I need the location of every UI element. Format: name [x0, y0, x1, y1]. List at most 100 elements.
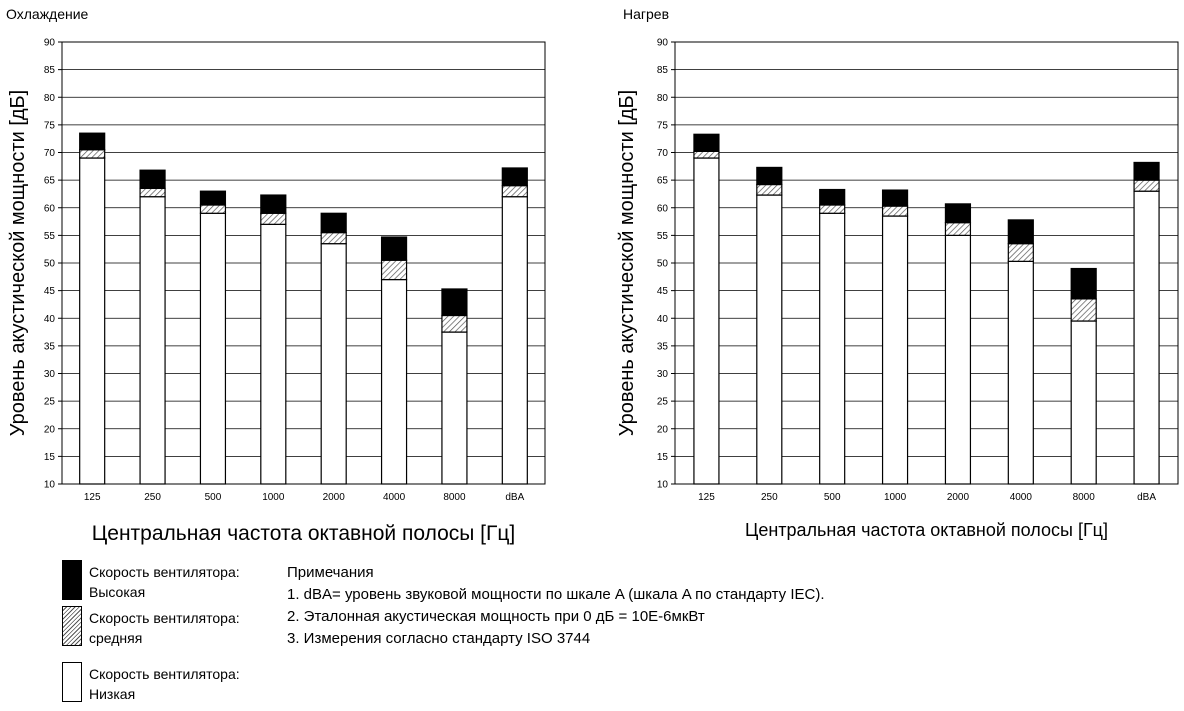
legend-low-line1: Скорость вентилятора: — [89, 666, 240, 682]
cooling-x-tick-label: 500 — [205, 492, 222, 503]
cooling-x-tick-label: 4000 — [383, 492, 406, 503]
cooling-chart: 10 15 20 25 30 35 40 45 50 55 60 65 70 75 80 85 90 125 250… — [7, 38, 546, 545]
legend-high-line1: Скорость вентилятора: — [89, 564, 240, 580]
heating-bar-medium — [944, 222, 972, 236]
cooling-bar-medium — [260, 212, 287, 225]
cooling-bar-low — [199, 212, 227, 485]
heating-x-tick-label: 8000 — [1073, 492, 1096, 503]
heating-bar-high — [881, 189, 909, 207]
heating-y-tick-label: 75 — [657, 120, 669, 131]
legend-medium-swatch — [62, 606, 82, 646]
heating-bar-medium — [819, 204, 846, 214]
cooling-x-axis-label: Центральная частота октавной полосы [Гц] — [92, 522, 516, 545]
heating-y-tick-label: 90 — [657, 38, 669, 49]
heating-bar-low — [819, 212, 846, 485]
legend-low-swatch — [62, 662, 82, 702]
cooling-x-tick-label: 250 — [144, 492, 161, 503]
cooling-x-tick-label: 2000 — [323, 492, 346, 503]
cooling-bar-low — [79, 157, 106, 485]
heating-bar-medium — [1007, 243, 1034, 262]
cooling-bar-high — [199, 190, 227, 206]
cooling-bar-high — [139, 169, 166, 190]
cooling-bar-medium — [139, 187, 166, 198]
cooling-y-tick-label: 55 — [44, 231, 56, 242]
cooling-y-tick-label: 10 — [44, 480, 56, 491]
cooling-bar-low — [260, 223, 287, 485]
heating-y-tick-label: 50 — [657, 259, 669, 270]
heating-bar-high — [1007, 219, 1034, 245]
heating-bar-high — [1133, 161, 1160, 181]
heating-y-tick-label: 40 — [657, 314, 669, 325]
heating-x-tick-label: dBA — [1137, 492, 1156, 503]
cooling-bar-low — [380, 278, 408, 485]
cooling-bar-high — [260, 194, 287, 214]
heating-y-tick-label: 30 — [657, 369, 669, 380]
cooling-y-tick-label: 15 — [44, 452, 56, 463]
heating-bar-medium — [1070, 298, 1097, 322]
cooling-bar-low — [320, 243, 347, 485]
heating-y-tick-label: 55 — [657, 231, 669, 242]
cooling-bar-medium — [320, 232, 347, 245]
heating-bar-medium — [693, 150, 720, 159]
cooling-y-axis-label: Уровень акустической мощности [дБ] — [7, 90, 29, 436]
heating-bar-low — [881, 215, 909, 485]
note-item-2: 2. Эталонная акустическая мощность при 0… — [287, 608, 705, 625]
heating-bar-high — [819, 188, 846, 206]
charts-canvas: 10 15 20 25 30 35 40 45 50 55 60 65 70 75 80 85 90 125 250… — [7, 38, 1179, 545]
cooling-bar-low — [139, 196, 166, 485]
heating-x-tick-label: 4000 — [1010, 492, 1033, 503]
cooling-bar-high — [380, 236, 408, 261]
cooling-bar-high — [441, 288, 468, 317]
heating-y-axis-label: Уровень акустической мощности [дБ] — [616, 90, 638, 436]
note-item-3: 3. Измерения согласно стандарту ISO 3744 — [287, 630, 591, 647]
legend-high-swatch — [62, 560, 82, 600]
cooling-x-tick-label: 8000 — [443, 492, 466, 503]
heating-bar-low — [1007, 260, 1034, 485]
legend-medium-line1: Скорость вентилятора: — [89, 610, 240, 626]
cooling-y-tick-label: 85 — [44, 65, 56, 76]
heating-y-tick-label: 60 — [657, 203, 669, 214]
heating-bar-high — [756, 166, 783, 186]
heating-y-tick-label: 35 — [657, 341, 669, 352]
cooling-x-tick-label: dBA — [505, 492, 524, 503]
note-item-1: 1. dBA= уровень звуковой мощности по шка… — [287, 586, 825, 603]
heating-bar-low — [1133, 190, 1160, 485]
heating-bar-high — [693, 133, 720, 152]
cooling-x-tick-label: 125 — [84, 492, 101, 503]
heating-bar-low — [944, 234, 972, 485]
cooling-bar-medium — [380, 259, 408, 281]
cooling-y-tick-label: 20 — [44, 424, 56, 435]
cooling-bar-high — [501, 167, 528, 187]
heating-bar-medium — [756, 183, 783, 196]
cooling-bar-medium — [199, 204, 227, 214]
heating-x-axis-label: Центральная частота октавной полосы [Гц] — [745, 520, 1108, 540]
heating-y-tick-label: 10 — [657, 480, 669, 491]
heating-bar-high — [1070, 267, 1097, 300]
heating-x-tick-label: 125 — [698, 492, 715, 503]
heating-y-tick-label: 80 — [657, 93, 669, 104]
heating-bar-medium — [1133, 179, 1160, 192]
heating-bar-high — [944, 203, 972, 224]
heating-x-tick-label: 1000 — [884, 492, 907, 503]
cooling-y-tick-label: 90 — [44, 38, 56, 49]
cooling-y-tick-label: 80 — [44, 93, 56, 104]
heating-y-tick-label: 70 — [657, 148, 669, 159]
cooling-y-tick-label: 75 — [44, 120, 56, 131]
cooling-bar-high — [320, 212, 347, 234]
chart-title-heating: Нагрев — [623, 6, 670, 22]
heating-x-tick-label: 2000 — [947, 492, 970, 503]
heating-bar-low — [756, 194, 783, 485]
heating-y-tick-label: 65 — [657, 176, 669, 187]
notes: Примечания 1. dBA= уровень звуковой мощн… — [287, 562, 825, 650]
heating-y-tick-label: 15 — [657, 452, 669, 463]
cooling-y-tick-label: 45 — [44, 286, 56, 297]
cooling-y-tick-label: 25 — [44, 397, 56, 408]
heating-y-tick-label: 20 — [657, 424, 669, 435]
cooling-bar-medium — [79, 149, 106, 159]
heating-y-tick-label: 45 — [657, 286, 669, 297]
chart-title-cooling: Охлаждение — [6, 6, 89, 22]
heating-chart: 10 15 20 25 30 35 40 45 50 55 60 65 70 75 80 85 90 125 250… — [616, 38, 1179, 540]
legend-medium-line2: средняя — [89, 630, 143, 646]
cooling-bar-high — [79, 132, 106, 151]
cooling-bar-medium — [501, 185, 528, 198]
